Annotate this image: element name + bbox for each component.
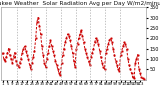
Title: Milwaukee Weather  Solar Radiation Avg per Day W/m2/minute: Milwaukee Weather Solar Radiation Avg pe… bbox=[0, 1, 160, 6]
